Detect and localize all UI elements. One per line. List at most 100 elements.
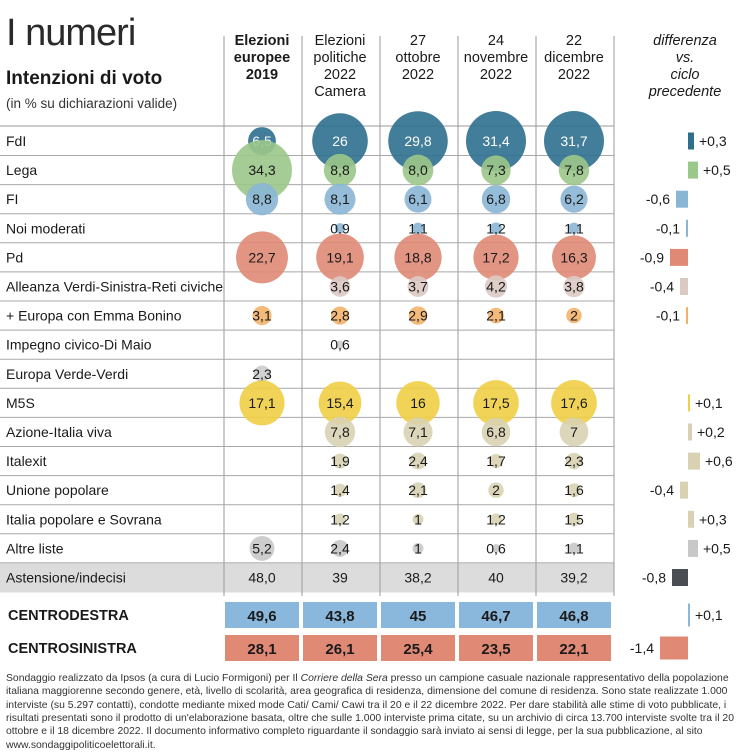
vote-bubble [316, 233, 364, 282]
column-header-2: 2022 [324, 67, 356, 83]
vote-bubble [567, 483, 581, 498]
column-header-1: europee [234, 50, 290, 66]
vote-value: 4,2 [486, 279, 506, 295]
diff-bar [676, 190, 688, 208]
coalition-label: CENTRODESTRA [8, 608, 129, 624]
vote-bubble [488, 453, 504, 469]
vote-bubble [324, 183, 356, 215]
vote-bubble [410, 482, 426, 499]
vote-value: 26 [332, 133, 348, 149]
diff-bar [680, 481, 688, 499]
diff-value: -0,1 [656, 220, 680, 236]
coalition-diff-bar [688, 603, 690, 627]
vote-bubble [249, 535, 275, 561]
coalition-diff-value: +0,1 [695, 607, 723, 623]
diff-bar [680, 278, 688, 295]
vote-bubble [568, 542, 580, 555]
vote-value: 1,5 [564, 511, 584, 527]
vote-value: 0,6 [486, 540, 506, 556]
abstention-label: Astensione/indecisi [6, 570, 126, 586]
vote-value: 0,6 [330, 337, 350, 353]
vote-value: 1 [414, 511, 422, 527]
vote-value: 7,3 [486, 162, 506, 178]
coalition-total-box [303, 602, 377, 628]
vote-bubble [488, 482, 504, 498]
vote-bubble [404, 185, 432, 213]
column-header-4: 24 [488, 33, 504, 49]
column-header-1: Elezioni [235, 33, 290, 49]
coalition-total-value: 22,1 [559, 641, 588, 658]
vote-bubble [312, 113, 368, 169]
diff-value: +0,6 [705, 453, 733, 469]
diff-column-header: differenza [653, 33, 717, 49]
vote-value: 8,8 [252, 191, 272, 207]
column-header-4: 2022 [480, 67, 512, 83]
vote-value: 2,1 [486, 308, 506, 324]
diff-value: +0,2 [697, 424, 725, 440]
vote-bubble [559, 417, 589, 447]
diff-value: +0,5 [703, 540, 731, 556]
vote-value: 17,2 [482, 249, 509, 265]
vote-value: 16 [410, 395, 426, 411]
vote-bubble [491, 544, 501, 553]
vote-value: 17,6 [560, 395, 587, 411]
coalition-total-box [537, 635, 611, 661]
vote-bubble [402, 154, 434, 186]
vote-value: 31,4 [482, 133, 509, 149]
vote-bubble [560, 185, 588, 213]
column-header-3: ottobre [395, 50, 440, 66]
vote-bubble [330, 306, 350, 325]
party-label: Altre liste [6, 540, 64, 556]
column-header-2: politiche [313, 50, 366, 66]
column-header-5: dicembre [544, 50, 604, 66]
column-header-2: Camera [314, 84, 367, 100]
coalition-total-box [225, 602, 299, 628]
vote-bubble [568, 222, 580, 235]
vote-bubble [481, 184, 511, 214]
vote-bubble [558, 154, 590, 186]
methodology-footnote: Sondaggio realizzato da Ipsos (a cura di… [6, 672, 744, 752]
vote-value: 18,8 [404, 249, 431, 265]
vote-value: 1,2 [486, 220, 506, 236]
diff-value: -0,1 [656, 308, 680, 324]
vote-value: 1,1 [408, 220, 428, 236]
vote-bubble [394, 233, 442, 282]
party-label: Italia popolare e Sovrana [6, 511, 162, 527]
abstention-value: 48,0 [248, 570, 275, 586]
vote-bubble [331, 539, 349, 557]
vote-bubble [388, 111, 448, 171]
coalition-total-value: 46,7 [481, 608, 510, 625]
coalition-total-box [381, 635, 455, 661]
coalition-total-box [537, 602, 611, 628]
party-label: FI [6, 191, 18, 207]
diff-bar [670, 248, 688, 266]
vote-bubble [566, 307, 582, 324]
vote-bubble [484, 275, 508, 298]
diff-value: -0,4 [650, 279, 674, 295]
chart-subtitle: Intenzioni di voto [6, 68, 163, 89]
vote-value: 7,8 [564, 162, 584, 178]
vote-bubble [407, 276, 429, 297]
vote-value: 34,3 [248, 162, 275, 178]
vote-bubble [333, 483, 347, 497]
vote-bubble [466, 111, 526, 171]
vote-value: 7,8 [330, 424, 350, 440]
column-header-3: 27 [410, 33, 426, 49]
vote-value: 0,9 [330, 220, 350, 236]
vote-bubble [551, 380, 597, 426]
coalition-total-value: 45 [410, 608, 427, 625]
vote-value: 22,7 [248, 249, 275, 265]
vote-bubble [473, 234, 519, 281]
abstention-value: 39,2 [560, 570, 587, 586]
party-label: M5S [6, 395, 35, 411]
vote-bubble [403, 417, 433, 447]
vote-value: 17,1 [248, 395, 275, 411]
diff-value: -0,4 [650, 482, 674, 498]
diff-bar [686, 219, 688, 237]
vote-bubble [396, 381, 440, 425]
vote-bubble [245, 183, 279, 216]
abstention-row-bg [0, 563, 614, 593]
coalition-diff-bar [660, 636, 688, 660]
coalition-total-box [303, 635, 377, 661]
